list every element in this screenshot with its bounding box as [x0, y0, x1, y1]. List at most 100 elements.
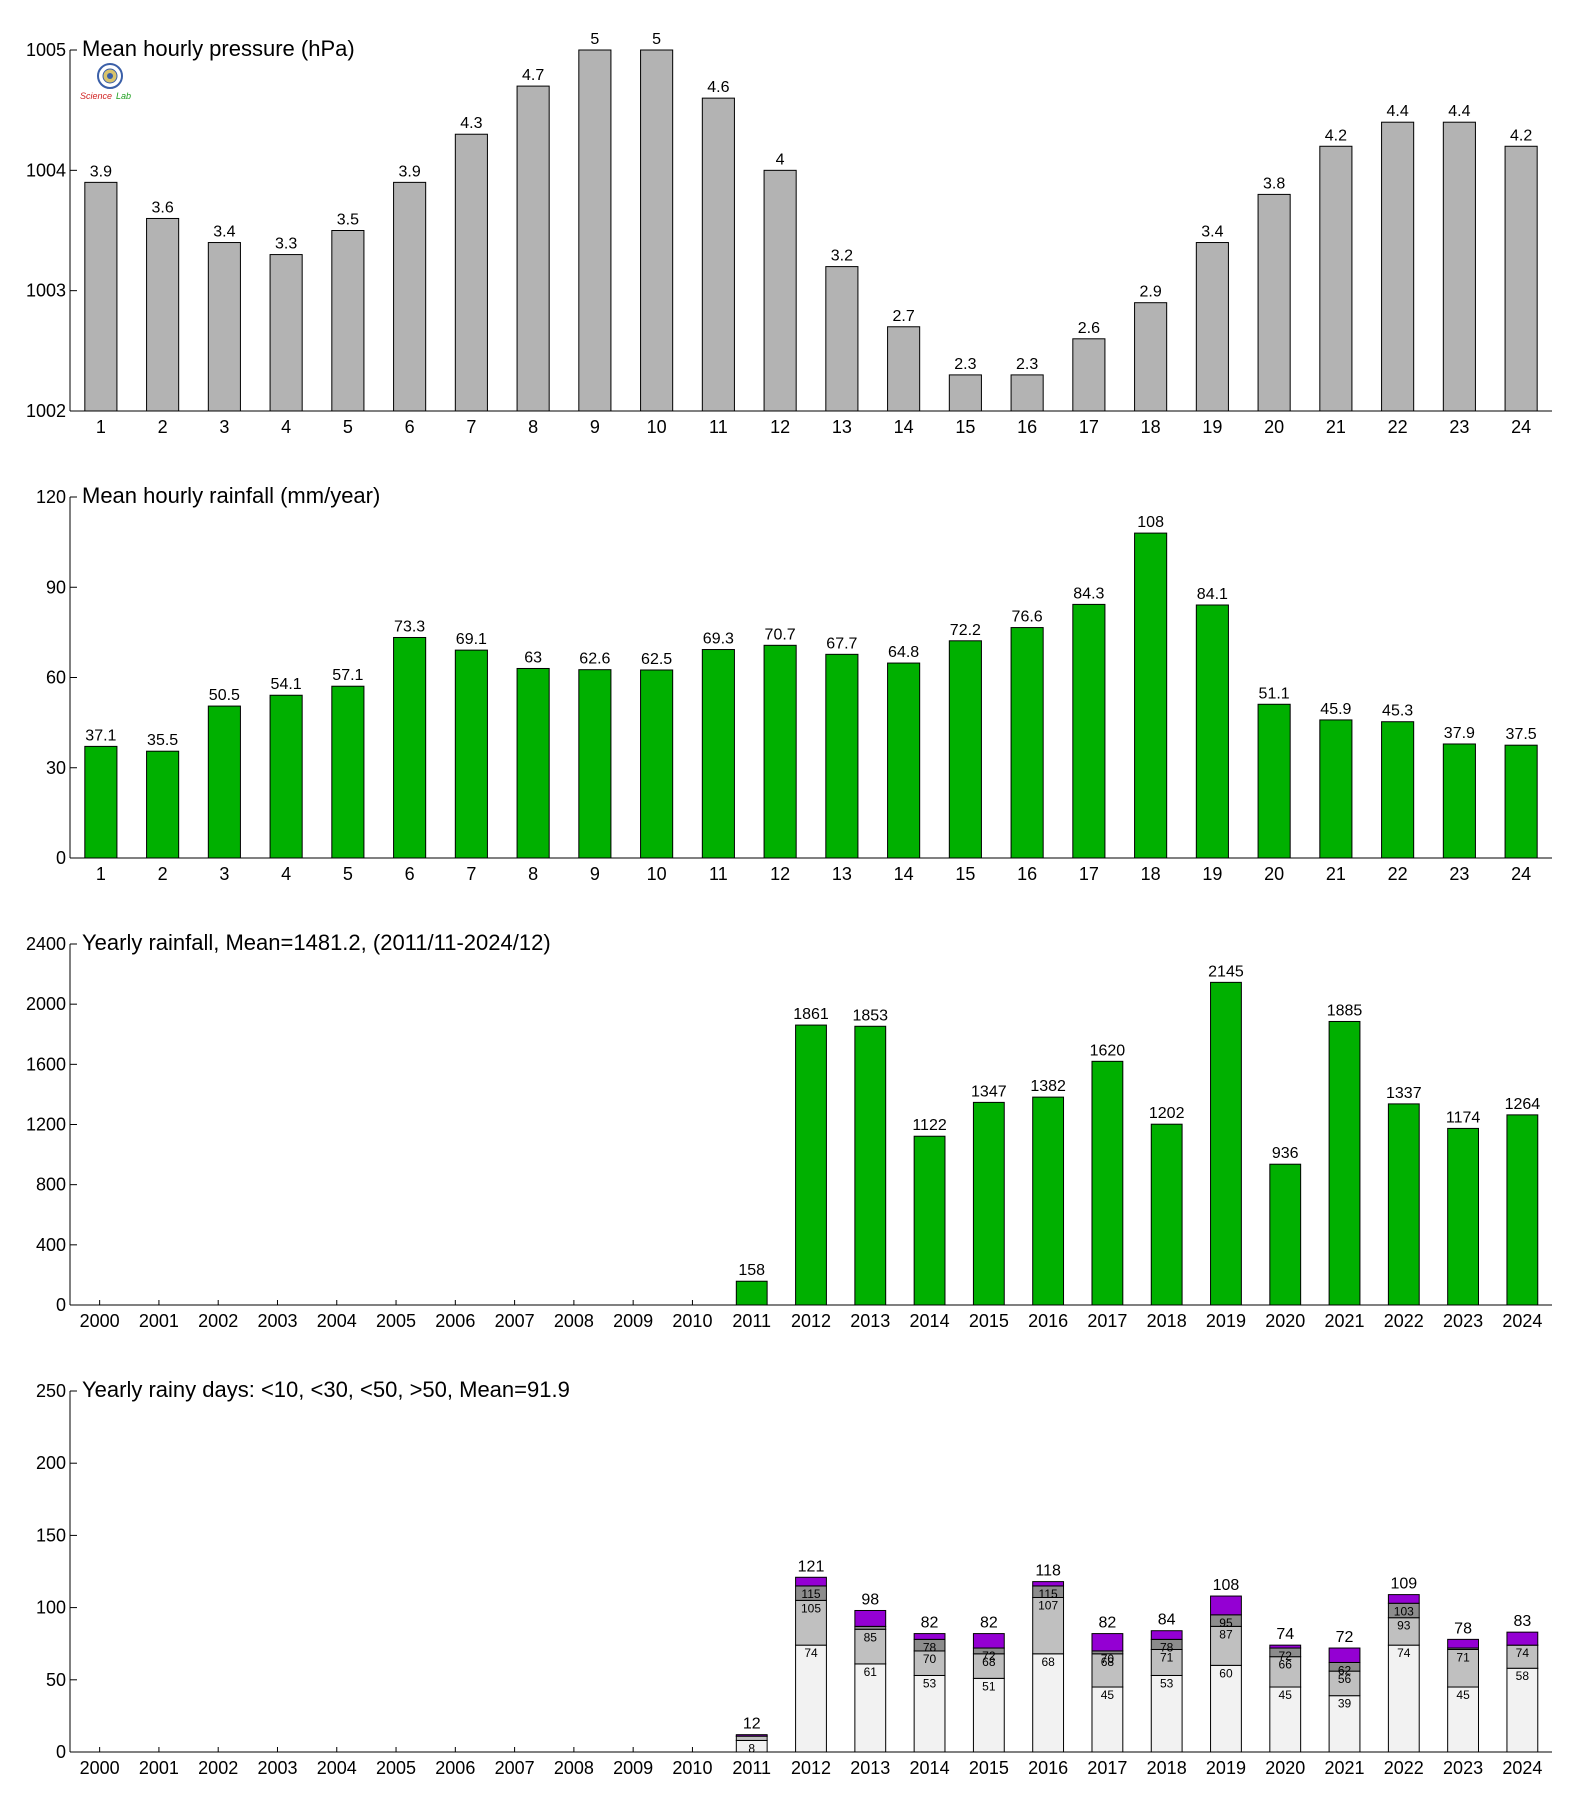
chart-panel-2: Mean hourly rainfall (mm/year)0306090120… — [36, 483, 1552, 884]
bar — [84, 181, 118, 412]
bar — [913, 1135, 946, 1306]
segment-value-label: 71 — [1456, 1650, 1470, 1664]
bar-value-label: 76.6 — [1012, 609, 1043, 626]
bar-value-label: 63 — [524, 649, 542, 666]
bar-value-label: 1853 — [852, 1007, 888, 1024]
bar-value-label: 1174 — [1446, 1109, 1481, 1126]
bar-value-label: 158 — [738, 1262, 765, 1279]
bar — [393, 181, 427, 412]
chart-title: Mean hourly pressure (hPa) — [82, 36, 355, 61]
bar — [1442, 121, 1476, 412]
bar — [1387, 1103, 1420, 1306]
segment-value-label: 39 — [1338, 1697, 1352, 1711]
bar-segment-lt10 — [913, 1674, 946, 1753]
x-tick-label: 3 — [219, 864, 229, 884]
x-tick-label: 2007 — [495, 1758, 535, 1778]
bar-value-label: 2.6 — [1078, 320, 1100, 337]
x-tick-label: 13 — [832, 417, 852, 437]
segment-value-label: 70 — [1101, 1652, 1115, 1666]
bar-segment-lt30 — [735, 1735, 768, 1741]
chart-panel-3: Yearly rainfall, Mean=1481.2, (2011/11-2… — [26, 930, 1552, 1331]
bar-value-label: 37.1 — [85, 727, 116, 744]
x-tick-label: 23 — [1449, 417, 1469, 437]
bar — [1319, 145, 1353, 412]
bar — [640, 669, 674, 859]
bar-value-label: 3.5 — [337, 212, 359, 229]
y-tick-label: 0 — [56, 848, 66, 868]
x-tick-label: 2012 — [791, 1758, 831, 1778]
bar-total-label: 82 — [1099, 1615, 1117, 1632]
bar-value-label: 1347 — [971, 1083, 1007, 1100]
y-tick-label: 0 — [56, 1295, 66, 1315]
bar — [825, 653, 859, 859]
bar-segment-gt50 — [1150, 1630, 1183, 1640]
bar-value-label: 62.6 — [579, 651, 610, 668]
segment-value-label: 78 — [1160, 1640, 1174, 1654]
bar — [1032, 1096, 1065, 1306]
segment-value-label: 105 — [801, 1601, 821, 1615]
segment-value-label: 74 — [1397, 1646, 1411, 1660]
bar-segment-lt10 — [795, 1644, 827, 1753]
bar-value-label: 54.1 — [271, 676, 302, 693]
bar-value-label: 45.3 — [1382, 703, 1413, 720]
bar-value-label: 3.3 — [275, 236, 297, 253]
x-tick-label: 2024 — [1502, 1311, 1542, 1331]
x-tick-label: 11 — [709, 864, 728, 884]
x-tick-label: 2002 — [198, 1758, 238, 1778]
bar-segment-gt50 — [913, 1633, 946, 1640]
bar-total-label: 118 — [1035, 1563, 1061, 1580]
x-tick-label: 19 — [1202, 864, 1222, 884]
x-tick-label: 2023 — [1443, 1758, 1483, 1778]
y-tick-label: 1200 — [26, 1115, 66, 1135]
x-tick-label: 23 — [1449, 864, 1469, 884]
bar-total-label: 12 — [743, 1716, 761, 1733]
segment-value-label: 68 — [1041, 1655, 1055, 1669]
bar — [331, 230, 365, 412]
x-tick-label: 12 — [770, 864, 790, 884]
bar-value-label: 70.7 — [765, 626, 796, 643]
y-tick-label: 200 — [36, 1453, 66, 1473]
y-tick-label: 120 — [36, 487, 66, 507]
y-tick-label: 1003 — [26, 281, 66, 301]
bar-value-label: 3.9 — [399, 163, 421, 180]
bar-segment-lt30 — [1091, 1653, 1124, 1688]
bar-value-label: 2.3 — [954, 356, 976, 373]
x-tick-label: 2016 — [1028, 1758, 1068, 1778]
segment-value-label: 45 — [1456, 1688, 1470, 1702]
x-tick-label: 2002 — [198, 1311, 238, 1331]
x-tick-label: 2 — [158, 864, 168, 884]
segment-value-label: 68 — [1101, 1655, 1115, 1669]
bar — [1010, 374, 1044, 412]
bar — [269, 694, 303, 859]
x-tick-label: 16 — [1017, 864, 1037, 884]
x-tick-label: 2006 — [435, 1311, 475, 1331]
bar-value-label: 2.9 — [1140, 284, 1162, 301]
bar-total-label: 82 — [980, 1615, 998, 1632]
x-tick-label: 10 — [647, 417, 667, 437]
x-tick-label: 3 — [219, 417, 229, 437]
segment-value-label: 78 — [923, 1640, 937, 1654]
x-tick-label: 2005 — [376, 1311, 416, 1331]
y-tick-label: 60 — [46, 668, 66, 688]
x-tick-label: 2011 — [732, 1311, 771, 1331]
bar-value-label: 57.1 — [332, 667, 363, 684]
logo-text-lab: Lab — [116, 91, 131, 101]
x-tick-label: 9 — [590, 417, 600, 437]
bar-value-label: 108 — [1137, 514, 1164, 531]
bar-total-label: 78 — [1454, 1620, 1472, 1637]
segment-value-label: 115 — [1039, 1587, 1058, 1601]
x-tick-label: 4 — [281, 417, 291, 437]
bar-segment-lt10 — [1506, 1667, 1539, 1753]
segment-value-label: 68 — [982, 1655, 996, 1669]
x-tick-label: 2019 — [1206, 1311, 1246, 1331]
x-tick-label: 2003 — [257, 1311, 297, 1331]
y-tick-label: 1004 — [26, 160, 66, 180]
bar — [393, 636, 427, 859]
bar — [701, 97, 735, 412]
segment-value-label: 85 — [864, 1630, 878, 1644]
bar-segment-lt30 — [1447, 1648, 1479, 1688]
bar — [825, 266, 859, 412]
bar — [1257, 193, 1291, 412]
bar-value-label: 50.5 — [209, 687, 240, 704]
bar-value-label: 1620 — [1090, 1042, 1126, 1059]
